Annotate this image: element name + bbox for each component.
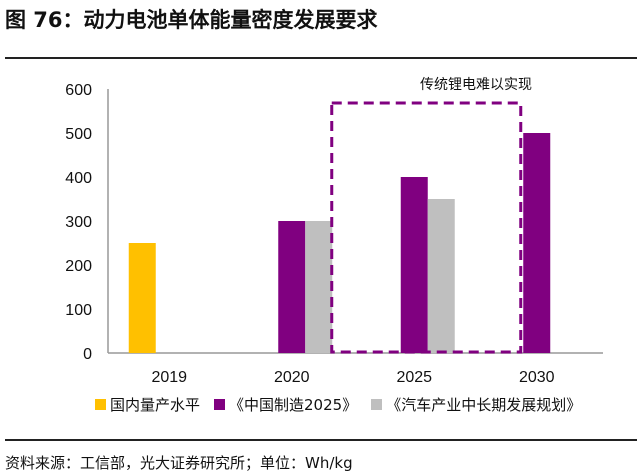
y-tick-label: 400 — [65, 170, 92, 187]
annotation-text: 传统锂电难以实现 — [420, 77, 532, 93]
bar-2025-series-1 — [400, 177, 428, 353]
y-tick-label: 500 — [65, 126, 92, 143]
bar-2020-series-1 — [278, 221, 306, 353]
y-tick-label: 300 — [65, 214, 92, 231]
bar-2019-series-0 — [128, 243, 156, 353]
x-tick-label: 2030 — [519, 369, 555, 386]
legend-label: 国内量产水平 — [110, 396, 201, 414]
source-note: 资料来源：工信部，光大证券研究所；单位：Wh/kg — [5, 454, 353, 472]
bar-2030-series-1 — [523, 133, 551, 353]
title-divider — [5, 57, 637, 59]
source-divider — [5, 439, 637, 441]
legend-label: 《汽车产业中长期发展规划》 — [386, 396, 582, 414]
x-tick-label: 2019 — [151, 369, 187, 386]
y-tick-label: 0 — [83, 346, 92, 363]
x-tick-label: 2025 — [396, 369, 432, 386]
legend-swatch — [95, 399, 106, 410]
bar-2020-series-2 — [305, 221, 333, 353]
bar-2025-series-2 — [427, 199, 455, 353]
legend-swatch — [371, 399, 383, 410]
y-tick-label: 100 — [65, 302, 92, 319]
legend-label: 《中国制造2025》 — [229, 396, 358, 414]
page-title: 图 76：动力电池单体能量密度发展要求 — [5, 8, 378, 32]
y-tick-label: 600 — [65, 82, 92, 99]
legend-item: 国内量产水平 — [95, 394, 200, 415]
legend: 国内量产水平 《中国制造2025》 《汽车产业中长期发展规划》 — [95, 394, 581, 415]
bar-chart: 0 100 200 300 400 500 600 2019 2020 2025 2030 传统锂电难… — [65, 77, 603, 386]
legend-item: 《中国制造2025》 — [214, 394, 357, 415]
legend-swatch — [214, 399, 226, 410]
y-tick-label: 200 — [65, 258, 92, 275]
annotation-box — [330, 101, 523, 354]
x-tick-label: 2020 — [274, 369, 310, 386]
legend-item: 《汽车产业中长期发展规划》 — [371, 394, 581, 415]
